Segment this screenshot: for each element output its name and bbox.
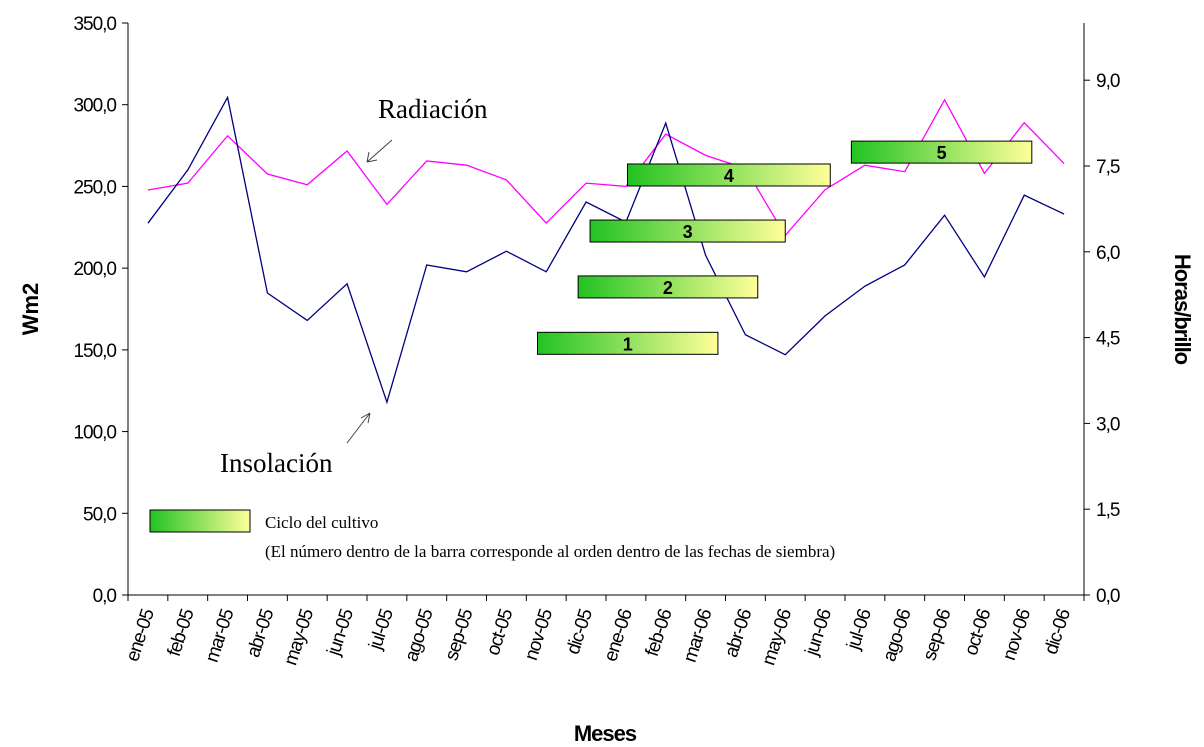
y2-tick-label: 6,0 [1096, 243, 1120, 264]
x-tick-label: nov-05 [521, 607, 557, 663]
y2-tick-label: 9,0 [1096, 71, 1120, 92]
cycle-label: 1 [623, 334, 633, 354]
x-tick-label: feb-05 [164, 607, 199, 659]
y-tick-label: 300,0 [73, 96, 116, 117]
x-tick-label: jul-05 [365, 607, 398, 653]
x-tick-label: mar-06 [680, 607, 717, 665]
y-tick-label: 250,0 [73, 177, 116, 198]
cycle-label: 4 [724, 166, 734, 186]
y2-tick-label: 4,5 [1096, 329, 1120, 350]
x-tick-label: ago-06 [879, 607, 916, 664]
y-axis-title: Wm2 [18, 283, 43, 336]
annotation: Radiación [378, 94, 488, 124]
cycle-label: 5 [937, 143, 947, 163]
y-tick-label: 200,0 [73, 259, 116, 280]
x-tick-label: jun-05 [323, 607, 358, 659]
x-tick-label: ago-05 [401, 607, 438, 664]
y2-tick-label: 1,5 [1096, 500, 1120, 521]
x-tick-label: jul-06 [843, 607, 876, 653]
x-tick-label: oct-05 [483, 607, 518, 658]
legend-swatch [149, 509, 251, 533]
cycle-bar [627, 163, 831, 187]
legend-title: Ciclo del cultivo [265, 513, 378, 532]
x-tick-label: abr-06 [721, 607, 756, 660]
legend-note: (El número dentro de la barra correspond… [265, 542, 835, 561]
y-tick-label: 50,0 [83, 504, 116, 525]
x-tick-label: sep-05 [441, 607, 477, 663]
y-tick-label: 100,0 [73, 423, 116, 444]
cycle-bar [577, 275, 759, 299]
line-series [147, 98, 1065, 237]
annotation-arrow [366, 139, 393, 163]
x-tick-label: nov-06 [999, 607, 1035, 663]
x-tick-label: may-05 [280, 607, 318, 668]
x-tick-label: dic-05 [563, 607, 597, 657]
y2-tick-label: 7,5 [1096, 157, 1120, 178]
x-tick-label: mar-05 [202, 607, 239, 665]
y-tick-label: 350,0 [73, 14, 116, 35]
cycle-label: 2 [663, 278, 673, 298]
x-tick-label: ene-05 [122, 607, 159, 664]
x-tick-label: oct-06 [961, 607, 996, 658]
x-tick-label: dic-06 [1041, 607, 1075, 657]
x-tick-label: ene-06 [600, 607, 637, 664]
x-tick-label: feb-06 [642, 607, 677, 659]
y-tick-label: 0,0 [93, 586, 117, 607]
x-tick-label: abr-05 [243, 607, 278, 660]
x-axis-title: Meses [574, 721, 637, 746]
cycle-label: 3 [683, 222, 693, 242]
y2-tick-label: 3,0 [1096, 414, 1120, 435]
cycle-bar [850, 140, 1033, 164]
x-tick-label: sep-06 [919, 607, 955, 663]
line-series [147, 95, 1065, 405]
x-tick-label: may-06 [758, 607, 796, 668]
y2-axis-title: Horas/brillo [1170, 254, 1195, 365]
y-tick-label: 150,0 [73, 341, 116, 362]
annotation-arrow [346, 412, 371, 444]
cycle-bar [589, 219, 786, 243]
annotation: Insolación [220, 448, 333, 478]
y2-tick-label: 0,0 [1096, 586, 1120, 607]
cycle-bar [536, 331, 719, 355]
x-tick-label: jun-06 [801, 607, 836, 659]
